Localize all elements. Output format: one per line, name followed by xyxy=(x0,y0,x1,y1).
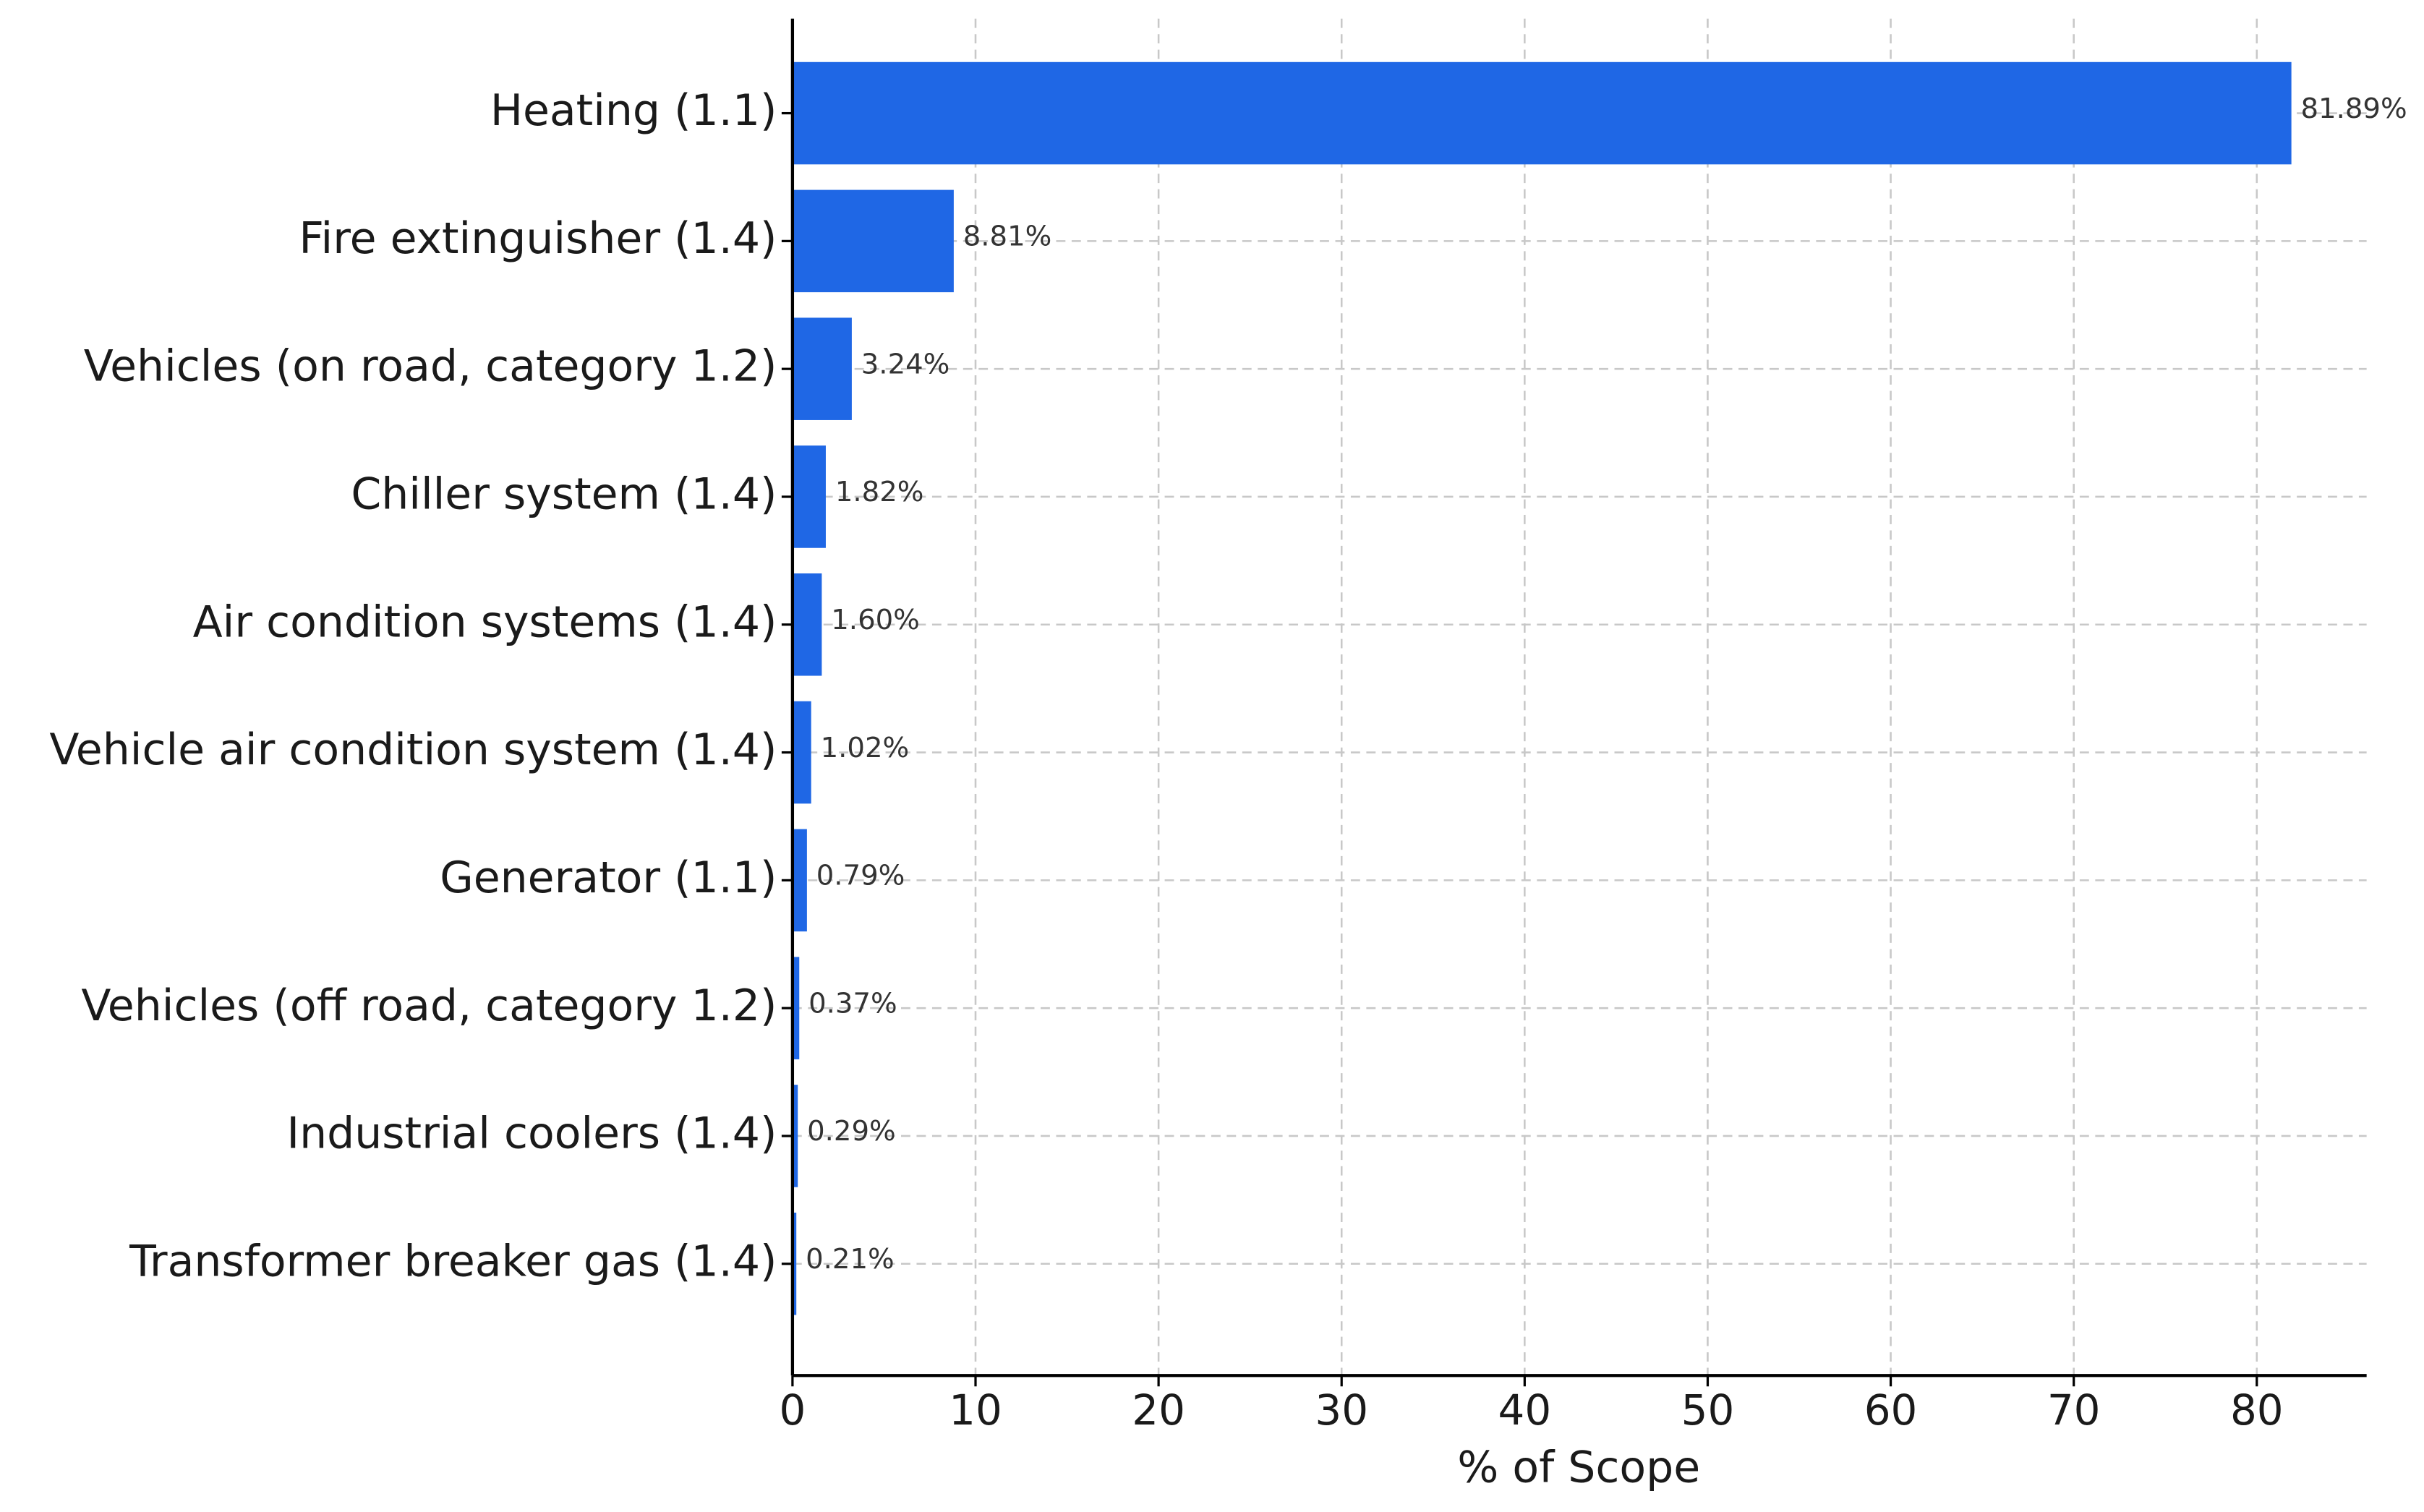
x-tick-label: 70 xyxy=(2047,1385,2101,1435)
value-label: 0.79% xyxy=(816,860,905,892)
bar xyxy=(792,189,954,293)
y-tick-label: Vehicles (on road, category 1.2) xyxy=(84,341,777,392)
bar xyxy=(792,317,852,420)
x-tick-label: 50 xyxy=(1681,1385,1735,1435)
bar xyxy=(792,829,807,932)
x-tick-label: 20 xyxy=(1132,1385,1185,1435)
value-label: 3.24% xyxy=(861,348,950,380)
x-tick-label: 0 xyxy=(779,1385,806,1435)
y-tick-label: Generator (1.1) xyxy=(440,853,777,903)
y-tick-label: Fire extinguisher (1.4) xyxy=(299,213,777,264)
value-label: 81.89% xyxy=(2300,93,2407,125)
y-tick-label: Chiller system (1.4) xyxy=(351,469,777,520)
x-tick-label: 80 xyxy=(2230,1385,2284,1435)
bar xyxy=(792,573,822,676)
value-label: 0.21% xyxy=(806,1243,895,1276)
bar xyxy=(792,1212,797,1315)
bar xyxy=(792,61,2292,165)
x-tick-label: 60 xyxy=(1864,1385,1918,1435)
x-tick-label: 40 xyxy=(1498,1385,1551,1435)
y-tick-label: Industrial coolers (1.4) xyxy=(286,1109,777,1159)
bar xyxy=(792,445,826,548)
x-tick-label: 30 xyxy=(1315,1385,1368,1435)
x-axis-label: % of Scope xyxy=(1457,1443,1700,1493)
y-tick-label: Vehicle air condition system (1.4) xyxy=(49,725,777,775)
bar xyxy=(792,1085,798,1187)
bar xyxy=(792,957,800,1059)
value-label: 1.02% xyxy=(821,732,910,764)
y-tick-label: Vehicles (off road, category 1.2) xyxy=(81,981,777,1031)
y-tick-label: Transformer breaker gas (1.4) xyxy=(129,1236,777,1286)
bar xyxy=(792,701,811,804)
value-label: 0.29% xyxy=(807,1115,896,1148)
x-tick-label: 10 xyxy=(949,1385,1002,1435)
y-tick-label: Air condition systems (1.4) xyxy=(193,597,777,647)
value-label: 1.60% xyxy=(831,604,920,636)
value-label: 1.82% xyxy=(835,476,924,508)
value-label: 8.81% xyxy=(963,221,1052,253)
value-label: 0.37% xyxy=(808,987,897,1020)
y-tick-label: Heating (1.1) xyxy=(490,85,777,136)
